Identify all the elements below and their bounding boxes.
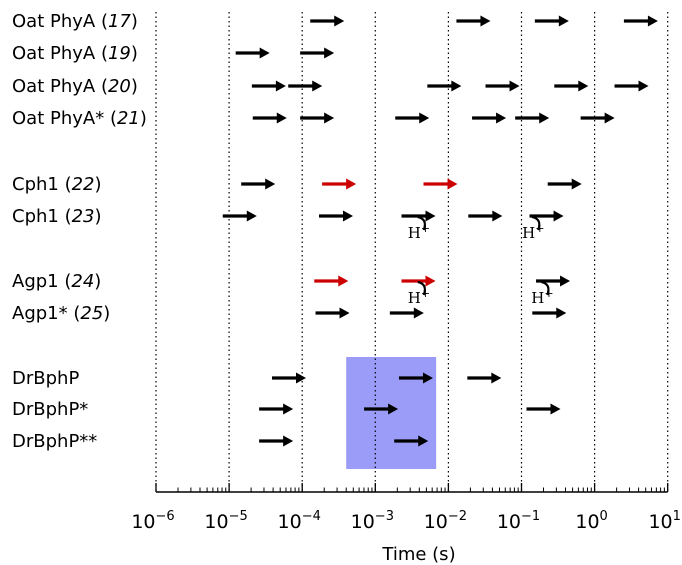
svg-text:H+: H+ [408,222,430,242]
row-label: Oat PhyA (19) [12,43,138,64]
arrow-mark [456,15,491,27]
shaded-region [346,357,437,469]
arrow-mark [423,178,458,190]
arrow-mark [389,307,424,319]
arrow-mark [526,403,561,415]
arrow-mark [222,210,257,222]
x-tick-label: 10−3 [351,509,394,533]
arrow-mark [259,403,294,415]
row-label: Oat PhyA (20) [12,76,138,97]
arrow-mark [252,112,287,124]
x-tick-label: 10−6 [131,509,174,533]
svg-text:H+: H+ [522,222,544,242]
arrow-mark [532,307,567,319]
arrow-mark [322,178,357,190]
row-label: Cph1 (22) [12,174,102,195]
arrow-mark [319,210,354,222]
arrow-mark [315,307,350,319]
arrow-mark [272,372,307,384]
x-axis-label: Time (s) [381,544,455,565]
arrow-mark [259,435,294,447]
x-tick-label: 10−2 [424,509,467,533]
svg-text:H+: H+ [408,287,430,307]
row-label: Agp1* (25) [12,303,110,324]
row-label: Cph1 (23) [12,206,102,227]
proton-annotation: H+ [408,280,430,307]
x-tick-label: 101 [648,509,680,533]
arrow-mark [394,435,429,447]
row-label: Agp1 (24) [12,271,101,292]
arrow-mark [314,275,349,287]
proton-annotation: H+ [408,215,430,242]
arrow-mark [485,80,520,92]
row-label: DrBphP* [12,399,88,420]
arrow-mark [235,47,270,59]
arrow-mark [472,112,507,124]
arrow-mark [623,15,658,27]
arrow-mark [251,80,286,92]
arrow-mark [288,80,323,92]
arrow-mark [467,372,502,384]
arrow-mark [310,15,345,27]
arrow-mark [395,112,430,124]
x-tick-label: 10−5 [204,509,247,533]
arrow-mark [401,210,436,222]
arrow-mark [300,47,335,59]
x-tick-label: 100 [575,509,607,533]
arrow-mark [515,112,550,124]
row-label: DrBphP** [12,431,97,452]
x-tick-label: 10−4 [278,509,321,533]
svg-text:H+: H+ [531,287,553,307]
arrow-mark [536,275,571,287]
arrow-mark [580,112,615,124]
row-label: DrBphP [12,368,79,389]
row-label: Oat PhyA* (21) [12,108,147,129]
x-tick-label: 10−1 [497,509,540,533]
row-label: Oat PhyA (17) [12,11,138,32]
arrow-mark [547,178,582,190]
arrow-mark [241,178,276,190]
arrow-mark [364,403,399,415]
arrow-mark [534,15,569,27]
arrow-mark [554,80,589,92]
arrow-mark [401,275,436,287]
arrow-mark [300,112,335,124]
arrow-mark [398,372,433,384]
arrow-mark [529,210,564,222]
proton-annotation: H+ [531,280,554,307]
arrow-mark [614,80,649,92]
proton-annotation: H+ [522,215,544,242]
arrow-mark [468,210,503,222]
arrow-mark [427,80,462,92]
